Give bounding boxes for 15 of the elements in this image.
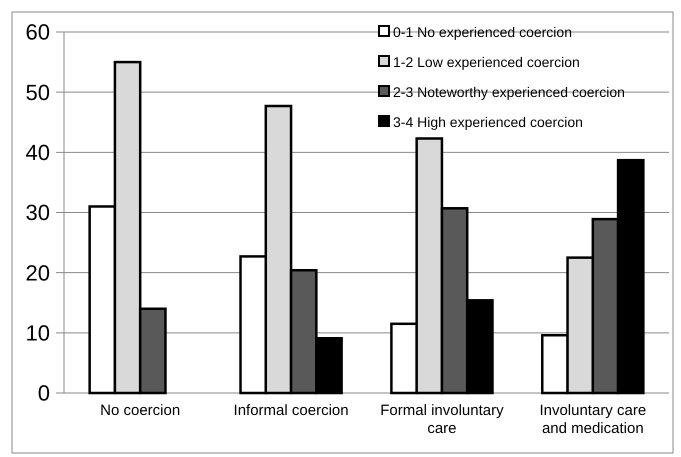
y-tick-label: 60: [26, 20, 50, 45]
x-tick-label: Informal coercion: [234, 402, 349, 419]
legend-label: 1-2 Low experienced coercion: [393, 54, 580, 70]
x-tick-label: No coercion: [100, 402, 180, 419]
legend-label: 3-4 High experienced coercion: [393, 114, 583, 130]
x-tick-label: Formal involuntary care: [380, 402, 504, 437]
x-tick-label: Involuntary care and medication: [539, 402, 646, 437]
y-tick-label: 50: [26, 80, 50, 105]
y-tick-label: 0: [38, 380, 50, 406]
legend-label: 2-3 Noteworthy experienced coercion: [393, 84, 625, 100]
y-tick-label: 10: [26, 320, 50, 346]
y-tick-label: 20: [26, 260, 50, 286]
y-tick-label: 40: [26, 140, 50, 166]
y-tick-label: 30: [26, 200, 50, 226]
legend-label: 0-1 No experienced coercion: [393, 24, 572, 40]
